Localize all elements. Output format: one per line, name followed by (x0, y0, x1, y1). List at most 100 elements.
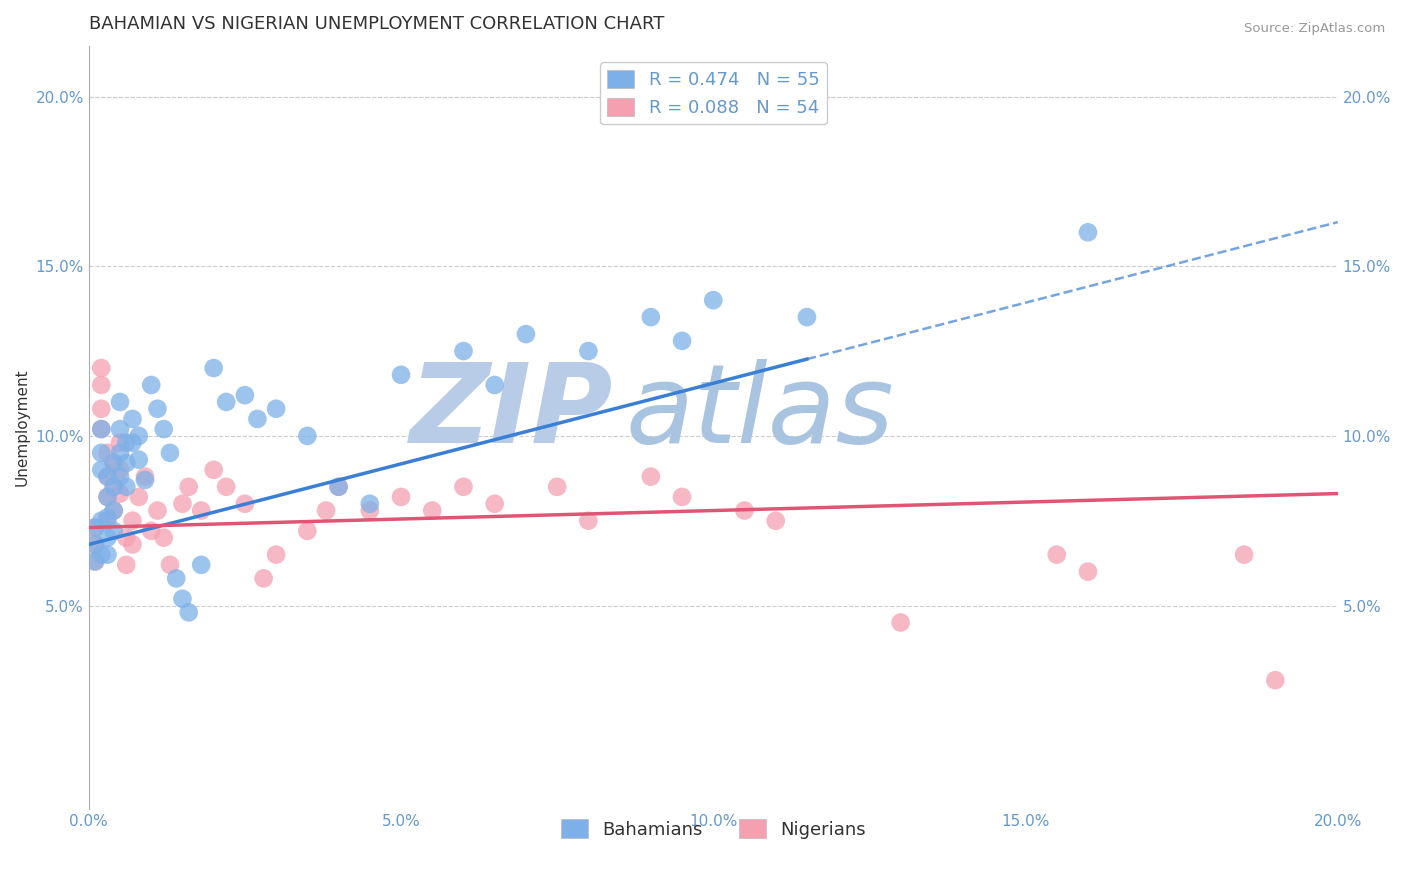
Point (84, 554, 107, 568)
Legend: Bahamians, Nigerians: Bahamians, Nigerians (554, 812, 873, 846)
Point (115, 558, 138, 572)
Point (1233, 548, 1256, 562)
Point (190, 503, 212, 517)
Point (159, 446, 181, 460)
Point (103, 480, 125, 494)
Point (420, 503, 443, 517)
Point (108, 463, 131, 477)
Point (215, 480, 238, 494)
Point (141, 524, 163, 538)
Point (202, 361, 225, 376)
Point (115, 531, 138, 545)
Point (576, 344, 599, 359)
Point (96, 490, 118, 504)
Point (297, 524, 319, 538)
Point (389, 368, 412, 382)
Point (253, 571, 276, 585)
Point (108, 469, 131, 483)
Point (108, 486, 131, 500)
Point (515, 327, 537, 342)
Point (359, 497, 381, 511)
Point (328, 480, 350, 494)
Point (134, 473, 156, 487)
Point (1264, 673, 1286, 688)
Point (141, 378, 163, 392)
Point (1077, 565, 1099, 579)
Point (172, 591, 194, 606)
Point (96, 548, 118, 562)
Point (702, 293, 724, 307)
Point (103, 503, 125, 517)
Point (90, 378, 112, 392)
Point (1077, 225, 1099, 239)
Point (84, 537, 107, 551)
Point (796, 310, 818, 325)
Y-axis label: Unemployment: Unemployment (15, 368, 30, 486)
Point (202, 463, 225, 477)
Point (671, 490, 693, 504)
Point (146, 503, 169, 517)
Point (96, 514, 118, 528)
Point (453, 344, 475, 359)
Point (103, 524, 125, 538)
Point (359, 503, 381, 517)
Point (190, 558, 212, 572)
Point (1046, 548, 1069, 562)
Point (453, 480, 475, 494)
Point (233, 388, 256, 402)
Point (315, 503, 337, 517)
Point (671, 334, 693, 348)
Point (576, 514, 599, 528)
Point (546, 480, 568, 494)
Point (84, 520, 107, 534)
Point (96, 446, 118, 460)
Point (177, 605, 200, 619)
Text: ZIP: ZIP (411, 359, 613, 466)
Point (108, 435, 131, 450)
Point (152, 531, 174, 545)
Point (233, 497, 256, 511)
Point (146, 401, 169, 416)
Point (134, 469, 156, 483)
Point (264, 548, 287, 562)
Point (165, 571, 187, 585)
Point (103, 456, 125, 470)
Point (297, 429, 319, 443)
Point (246, 412, 269, 426)
Point (121, 435, 143, 450)
Point (152, 422, 174, 436)
Point (121, 537, 143, 551)
Point (328, 480, 350, 494)
Point (128, 429, 150, 443)
Point (90, 548, 112, 562)
Point (640, 310, 662, 325)
Point (103, 503, 125, 517)
Point (890, 615, 912, 630)
Point (84, 554, 107, 568)
Point (96, 469, 118, 483)
Point (484, 378, 506, 392)
Text: Source: ZipAtlas.com: Source: ZipAtlas.com (1244, 22, 1385, 36)
Point (115, 435, 138, 450)
Point (264, 401, 287, 416)
Point (90, 422, 112, 436)
Point (90, 361, 112, 376)
Text: atlas: atlas (626, 359, 894, 466)
Point (128, 452, 150, 467)
Point (84, 520, 107, 534)
Point (172, 497, 194, 511)
Point (96, 510, 118, 524)
Point (115, 480, 138, 494)
Point (115, 456, 138, 470)
Point (90, 514, 112, 528)
Point (96, 531, 118, 545)
Point (90, 463, 112, 477)
Point (84, 537, 107, 551)
Point (103, 480, 125, 494)
Point (108, 395, 131, 409)
Text: BAHAMIAN VS NIGERIAN UNEMPLOYMENT CORRELATION CHART: BAHAMIAN VS NIGERIAN UNEMPLOYMENT CORREL… (89, 15, 664, 33)
Point (96, 469, 118, 483)
Point (484, 497, 506, 511)
Point (108, 422, 131, 436)
Point (108, 446, 131, 460)
